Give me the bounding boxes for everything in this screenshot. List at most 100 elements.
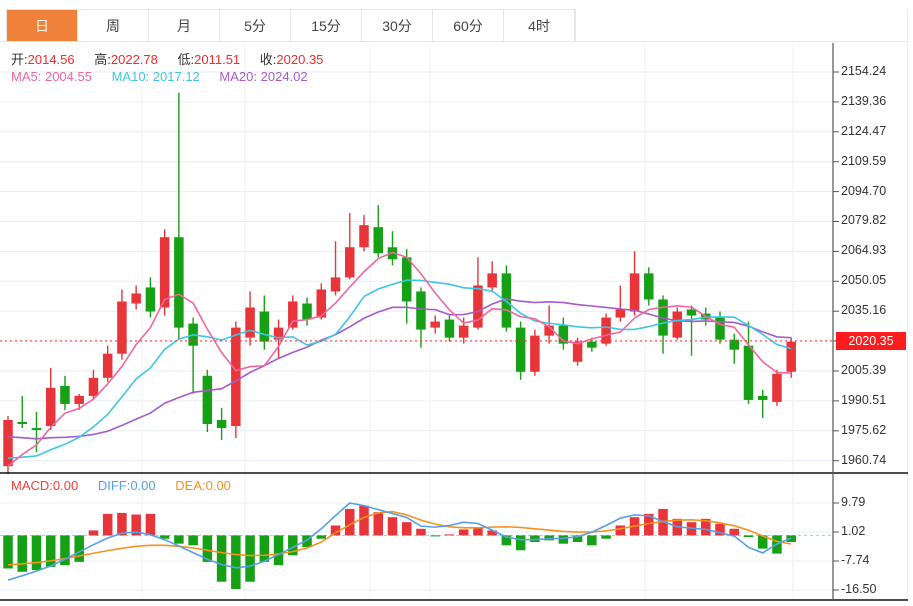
candle-body xyxy=(117,301,127,354)
candle-body xyxy=(644,273,654,300)
candle-body xyxy=(757,395,768,400)
macd-bar xyxy=(487,530,497,536)
candle-body xyxy=(45,387,56,427)
macd-readout: MACD:0.00 DIFF:0.00 DEA:0.00 xyxy=(11,478,247,493)
candle-body xyxy=(686,309,697,316)
high-label: 高: xyxy=(94,52,111,67)
diff-line xyxy=(7,502,792,581)
macd-bar xyxy=(515,535,526,551)
ma20-value: 2024.02 xyxy=(260,69,308,84)
candle-body xyxy=(17,422,27,425)
candle-body xyxy=(587,341,597,348)
macd-bar xyxy=(558,535,569,544)
y-axis-label: 2139.36 xyxy=(841,93,887,108)
candle-body xyxy=(88,377,99,396)
candle-body xyxy=(601,317,611,344)
macd-bar xyxy=(117,512,127,536)
candle-body xyxy=(786,341,796,372)
close-value: 2020.35 xyxy=(276,52,324,67)
macd-bar xyxy=(330,525,341,536)
y-axis-label: 2124.47 xyxy=(841,123,887,138)
macd-bar xyxy=(188,535,198,546)
candle-body xyxy=(444,319,455,338)
y-axis-label: -7.74 xyxy=(841,553,870,567)
candle-body xyxy=(74,395,84,404)
diff-label: DIFF: xyxy=(97,478,131,493)
candle-body xyxy=(102,353,113,378)
candle-body xyxy=(359,225,369,248)
candle-body xyxy=(259,311,270,342)
y-axis-label: 2154.24 xyxy=(841,64,887,78)
macd-bar xyxy=(316,535,327,539)
macd-bar xyxy=(501,535,512,546)
close-label: 收: xyxy=(259,52,277,67)
macd-bar xyxy=(458,529,469,536)
high-value: 2022.78 xyxy=(110,52,158,67)
ma5-value: 2004.55 xyxy=(44,69,92,84)
dea-label: DEA: xyxy=(175,478,206,493)
macd-bar xyxy=(302,535,312,547)
tab-30min[interactable]: 30分 xyxy=(362,10,433,41)
candle-body xyxy=(302,303,312,320)
candle-body xyxy=(231,327,241,427)
candle-body xyxy=(715,317,725,340)
candle-body xyxy=(530,335,540,372)
macd-bar xyxy=(259,535,270,562)
tab-week[interactable]: 周 xyxy=(78,10,149,41)
macd-bar xyxy=(88,530,99,536)
tab-day[interactable]: 日 xyxy=(7,10,78,41)
y-axis-label: 2094.70 xyxy=(841,183,887,198)
macd-bar xyxy=(601,535,611,539)
candle-body xyxy=(515,327,526,372)
tab-15min[interactable]: 15分 xyxy=(291,10,362,41)
macd-bar xyxy=(615,525,626,536)
y-axis-label: 2035.16 xyxy=(841,303,887,318)
candle-body xyxy=(316,289,327,318)
tab-4hour[interactable]: 4时 xyxy=(504,10,575,41)
macd-bar xyxy=(359,505,369,536)
y-axis-label: 2005.39 xyxy=(841,363,887,377)
candle-body xyxy=(60,385,70,404)
candle-body xyxy=(131,293,141,304)
open-label: 开: xyxy=(11,52,28,67)
macd-bar xyxy=(430,535,440,537)
tab-5min[interactable]: 5分 xyxy=(220,10,291,41)
candle-body xyxy=(729,339,739,350)
candle-body xyxy=(572,341,583,362)
last-price-badge: 2020.35 xyxy=(836,332,906,350)
ma10-line xyxy=(7,279,792,459)
macd-bar xyxy=(145,513,156,536)
candle-body xyxy=(473,285,483,328)
dea-line xyxy=(7,510,792,566)
candle-body xyxy=(629,273,640,312)
macd-bar xyxy=(17,535,27,572)
y-axis-label: 2064.93 xyxy=(841,243,887,258)
candle-body xyxy=(615,309,626,318)
candle-body xyxy=(273,327,284,340)
macd-bar xyxy=(544,535,554,541)
macd-bar xyxy=(757,535,768,549)
macd-bar xyxy=(245,535,255,582)
macd-bar xyxy=(231,535,241,590)
tab-month[interactable]: 月 xyxy=(149,10,220,41)
candle-body xyxy=(501,273,512,328)
macd-bar xyxy=(644,513,654,536)
candle-body xyxy=(159,237,170,308)
macd-bar xyxy=(530,535,540,543)
y-axis-label: 1975.62 xyxy=(841,422,887,437)
macd-bar xyxy=(743,535,754,538)
candle-body xyxy=(3,420,13,467)
y-axis-label: 2050.05 xyxy=(841,273,887,288)
ma-readout: MA5: 2004.55 MA10: 2017.12 MA20: 2024.02 xyxy=(11,69,324,84)
tab-60min[interactable]: 60分 xyxy=(433,10,504,41)
low-label: 低: xyxy=(177,52,195,67)
macd-bar xyxy=(729,528,739,536)
macd-bar xyxy=(401,522,412,536)
candle-body xyxy=(544,325,554,336)
macd-bar xyxy=(102,513,113,536)
y-axis-label: 1960.74 xyxy=(841,452,887,467)
macd-bar xyxy=(373,512,383,536)
ohlc-readout: 开:2014.56 高:2022.78 低:2011.51 收:2020.35 xyxy=(11,49,339,68)
